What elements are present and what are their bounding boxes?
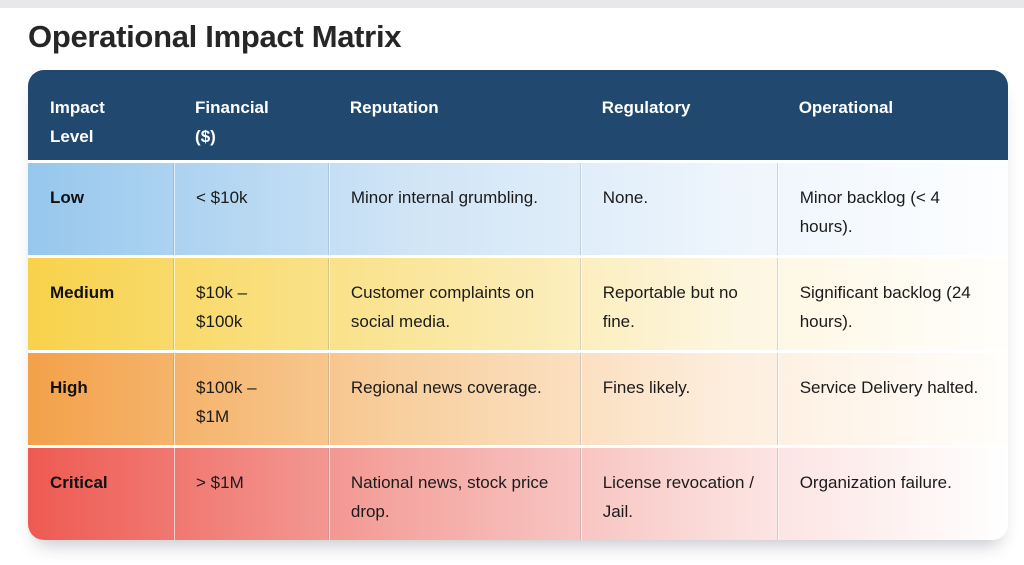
column-header-reputation: Reputation [349, 97, 439, 117]
table-header-row: Impact Level Financial ($) Reputation Re… [28, 69, 1008, 160]
cell-low-reputation: Minor internal grumbling. [327, 162, 580, 255]
cell-medium-financial: $10k – $100k [173, 257, 328, 350]
cell-high-reputation: Regional news coverage. [327, 352, 580, 445]
table-body: Low < $10k Minor internal grumbling. Non… [28, 159, 1008, 540]
cell-critical-regulatory: License revocation / Jail. [579, 447, 777, 540]
table-row-medium: Medium $10k – $100k Customer complaints … [28, 257, 1008, 350]
cell-medium-level: Medium [50, 282, 115, 302]
window-top-strip [0, 0, 1024, 8]
cell-low-operational: Minor backlog (< 4 hours). [776, 162, 1008, 255]
column-header-impact-level: Impact Level [50, 97, 105, 146]
column-header-financial: Financial ($) [195, 97, 269, 146]
cell-high-level: High [50, 377, 88, 397]
cell-low-financial: < $10k [173, 162, 328, 255]
table-row-low: Low < $10k Minor internal grumbling. Non… [28, 162, 1008, 255]
table-row-high: High $100k – $1M Regional news coverage.… [28, 352, 1008, 445]
cell-critical-financial: > $1M [173, 447, 328, 540]
cell-high-regulatory: Fines likely. [579, 352, 777, 445]
column-header-operational: Operational [798, 97, 894, 117]
page-title: Operational Impact Matrix [28, 19, 402, 54]
column-header-regulatory: Regulatory [601, 97, 691, 117]
cell-low-level: Low [50, 187, 84, 207]
cell-low-regulatory: None. [579, 162, 777, 255]
cell-medium-operational: Significant backlog (24 hours). [776, 257, 1008, 350]
cell-medium-regulatory: Reportable but no fine. [579, 257, 777, 350]
cell-high-operational: Service Delivery halted. [776, 352, 1008, 445]
cell-high-financial: $100k – $1M [173, 352, 328, 445]
cell-critical-reputation: National news, stock price drop. [327, 447, 580, 540]
impact-matrix-card: Impact Level Financial ($) Reputation Re… [28, 69, 1008, 540]
cell-critical-level: Critical [50, 472, 108, 492]
cell-critical-operational: Organization failure. [776, 447, 1008, 540]
cell-medium-reputation: Customer complaints on social media. [327, 257, 580, 350]
table-row-critical: Critical > $1M National news, stock pric… [28, 447, 1008, 540]
